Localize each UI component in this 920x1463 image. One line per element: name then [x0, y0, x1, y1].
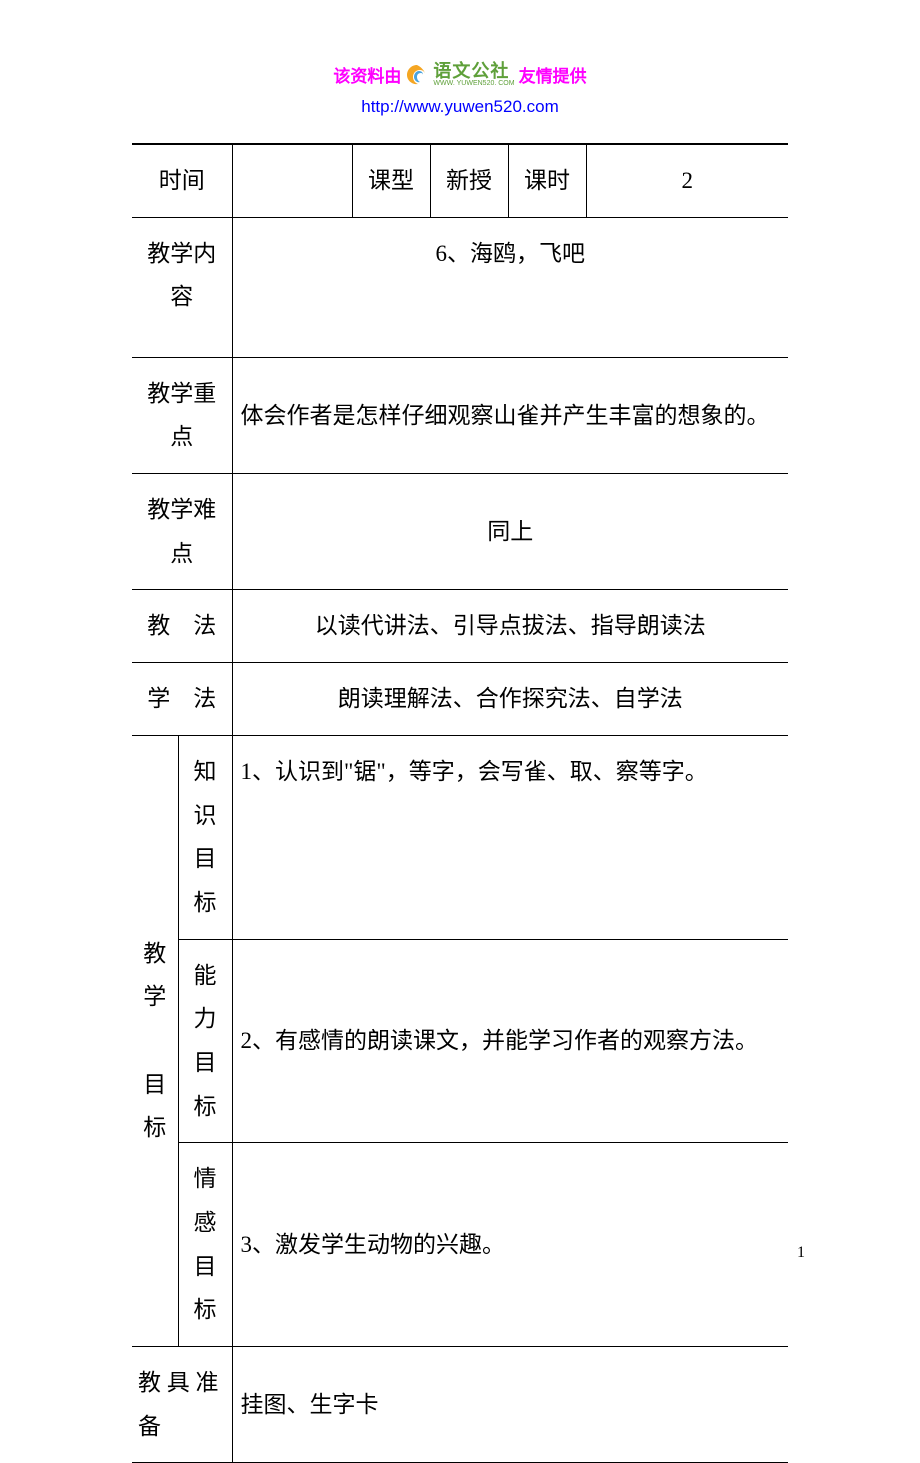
class-hours-label: 课时 — [508, 144, 586, 217]
key-point-value: 体会作者是怎样仔细观察山雀并产生丰富的想象的。 — [232, 357, 788, 473]
difficulty-value: 同上 — [232, 474, 788, 590]
time-label: 时间 — [132, 144, 232, 217]
emotion-objective-label: 情感目标 — [178, 1143, 232, 1347]
logo-chinese-text: 语文公社 — [433, 62, 509, 80]
site-logo: 语文公社 WWW. YUWEN520. COM — [405, 62, 514, 87]
class-hours-value: 2 — [586, 144, 788, 217]
class-type-value: 新授 — [430, 144, 508, 217]
knowledge-objective-value: 1、认识到"锯"，等字，会写雀、取、察等字。 — [232, 735, 788, 939]
learn-method-value: 朗读理解法、合作探究法、自学法 — [232, 663, 788, 736]
logo-text-block: 语文公社 WWW. YUWEN520. COM — [433, 62, 514, 87]
teach-method-label: 教 法 — [132, 590, 232, 663]
document-header: 该资料由 语文公社 WWW. YUWEN520. COM 友情提供 http:/… — [0, 0, 920, 117]
key-point-label: 教学重点 — [132, 357, 232, 473]
tools-value: 挂图、生字卡 — [232, 1347, 788, 1463]
lesson-plan-table: 时间 课型 新授 课时 2 教学内容 6、海鸥，飞吧 教学重点 体会作者是怎样仔… — [132, 143, 788, 1463]
table-row-teach-method: 教 法 以读代讲法、引导点拔法、指导朗读法 — [132, 590, 788, 663]
knowledge-objective-label: 知识目标 — [178, 735, 232, 939]
time-value — [232, 144, 352, 217]
difficulty-label: 教学难点 — [132, 474, 232, 590]
teaching-content-label: 教学内容 — [132, 217, 232, 357]
class-type-label: 课型 — [352, 144, 430, 217]
header-prefix-text: 该资料由 — [333, 62, 401, 87]
ability-objective-value: 2、有感情的朗读课文，并能学习作者的观察方法。 — [232, 939, 788, 1143]
header-url-text: http://www.yuwen520.com — [0, 97, 920, 117]
teaching-content-value: 6、海鸥，飞吧 — [232, 217, 788, 357]
header-attribution-line: 该资料由 语文公社 WWW. YUWEN520. COM 友情提供 — [333, 62, 586, 87]
table-row-objective-knowledge: 教学 目标 知识目标 1、认识到"锯"，等字，会写雀、取、察等字。 — [132, 735, 788, 939]
emotion-objective-value: 3、激发学生动物的兴趣。 — [232, 1143, 788, 1347]
table-row-learn-method: 学 法 朗读理解法、合作探究法、自学法 — [132, 663, 788, 736]
objectives-main-label: 教学 目标 — [132, 735, 178, 1346]
header-suffix-text: 友情提供 — [519, 62, 587, 87]
logo-domain-text: WWW. YUWEN520. COM — [433, 80, 514, 87]
table-row-keypoint: 教学重点 体会作者是怎样仔细观察山雀并产生丰富的想象的。 — [132, 357, 788, 473]
tools-label: 教 具 准备 — [132, 1347, 232, 1463]
learn-method-label: 学 法 — [132, 663, 232, 736]
table-row-difficulty: 教学难点 同上 — [132, 474, 788, 590]
table-row-time: 时间 课型 新授 课时 2 — [132, 144, 788, 217]
table-row-tools: 教 具 准备 挂图、生字卡 — [132, 1347, 788, 1463]
table-row-content: 教学内容 6、海鸥，飞吧 — [132, 217, 788, 357]
page-number: 1 — [797, 1244, 805, 1262]
table-row-objective-ability: 能力目标 2、有感情的朗读课文，并能学习作者的观察方法。 — [132, 939, 788, 1143]
swirl-icon — [405, 63, 429, 87]
ability-objective-label: 能力目标 — [178, 939, 232, 1143]
teach-method-value: 以读代讲法、引导点拔法、指导朗读法 — [232, 590, 788, 663]
table-row-objective-emotion: 情感目标 3、激发学生动物的兴趣。 — [132, 1143, 788, 1347]
